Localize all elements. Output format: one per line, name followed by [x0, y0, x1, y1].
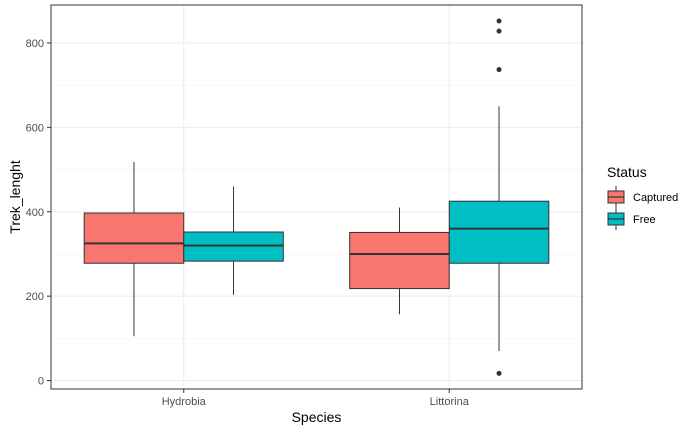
- box-iqr: [183, 231, 284, 262]
- x-axis: Hydrobia Littorina: [162, 389, 470, 408]
- y-axis: 0 200 400 600 800: [26, 38, 51, 388]
- grid-lines: [51, 5, 582, 389]
- box-iqr: [83, 212, 185, 264]
- legend-title: Status: [607, 164, 647, 180]
- outlier-point: [496, 370, 502, 376]
- legend: Status Captured Free: [607, 164, 678, 230]
- box-littorina-free: [448, 18, 550, 376]
- box-hydrobia-captured: [83, 161, 185, 337]
- y-tick-label: 200: [26, 291, 44, 303]
- plot-panel-border: [50, 4, 583, 390]
- box-hydrobia-free: [183, 186, 284, 295]
- legend-entry-captured: Captured: [607, 186, 678, 208]
- plot-panel: [51, 5, 582, 389]
- outlier-point: [496, 28, 502, 34]
- legend-label: Free: [633, 214, 656, 226]
- box-iqr: [349, 231, 450, 290]
- outlier-point: [496, 18, 502, 24]
- legend-label: Captured: [633, 192, 678, 204]
- x-tick-label: Littorina: [430, 396, 470, 408]
- box-groups: [83, 18, 550, 376]
- outlier-point: [496, 67, 502, 73]
- x-tick-label: Hydrobia: [162, 396, 207, 408]
- y-tick-label: 400: [26, 207, 44, 219]
- legend-entry-free: Free: [607, 208, 656, 230]
- x-axis-title: Species: [292, 409, 342, 425]
- y-tick-label: 800: [26, 38, 44, 50]
- y-tick-label: 600: [26, 122, 44, 134]
- y-tick-label: 0: [38, 376, 44, 388]
- y-axis-title: Trek_lenght: [7, 160, 23, 234]
- box-iqr: [448, 200, 550, 264]
- box-littorina-captured: [349, 207, 450, 315]
